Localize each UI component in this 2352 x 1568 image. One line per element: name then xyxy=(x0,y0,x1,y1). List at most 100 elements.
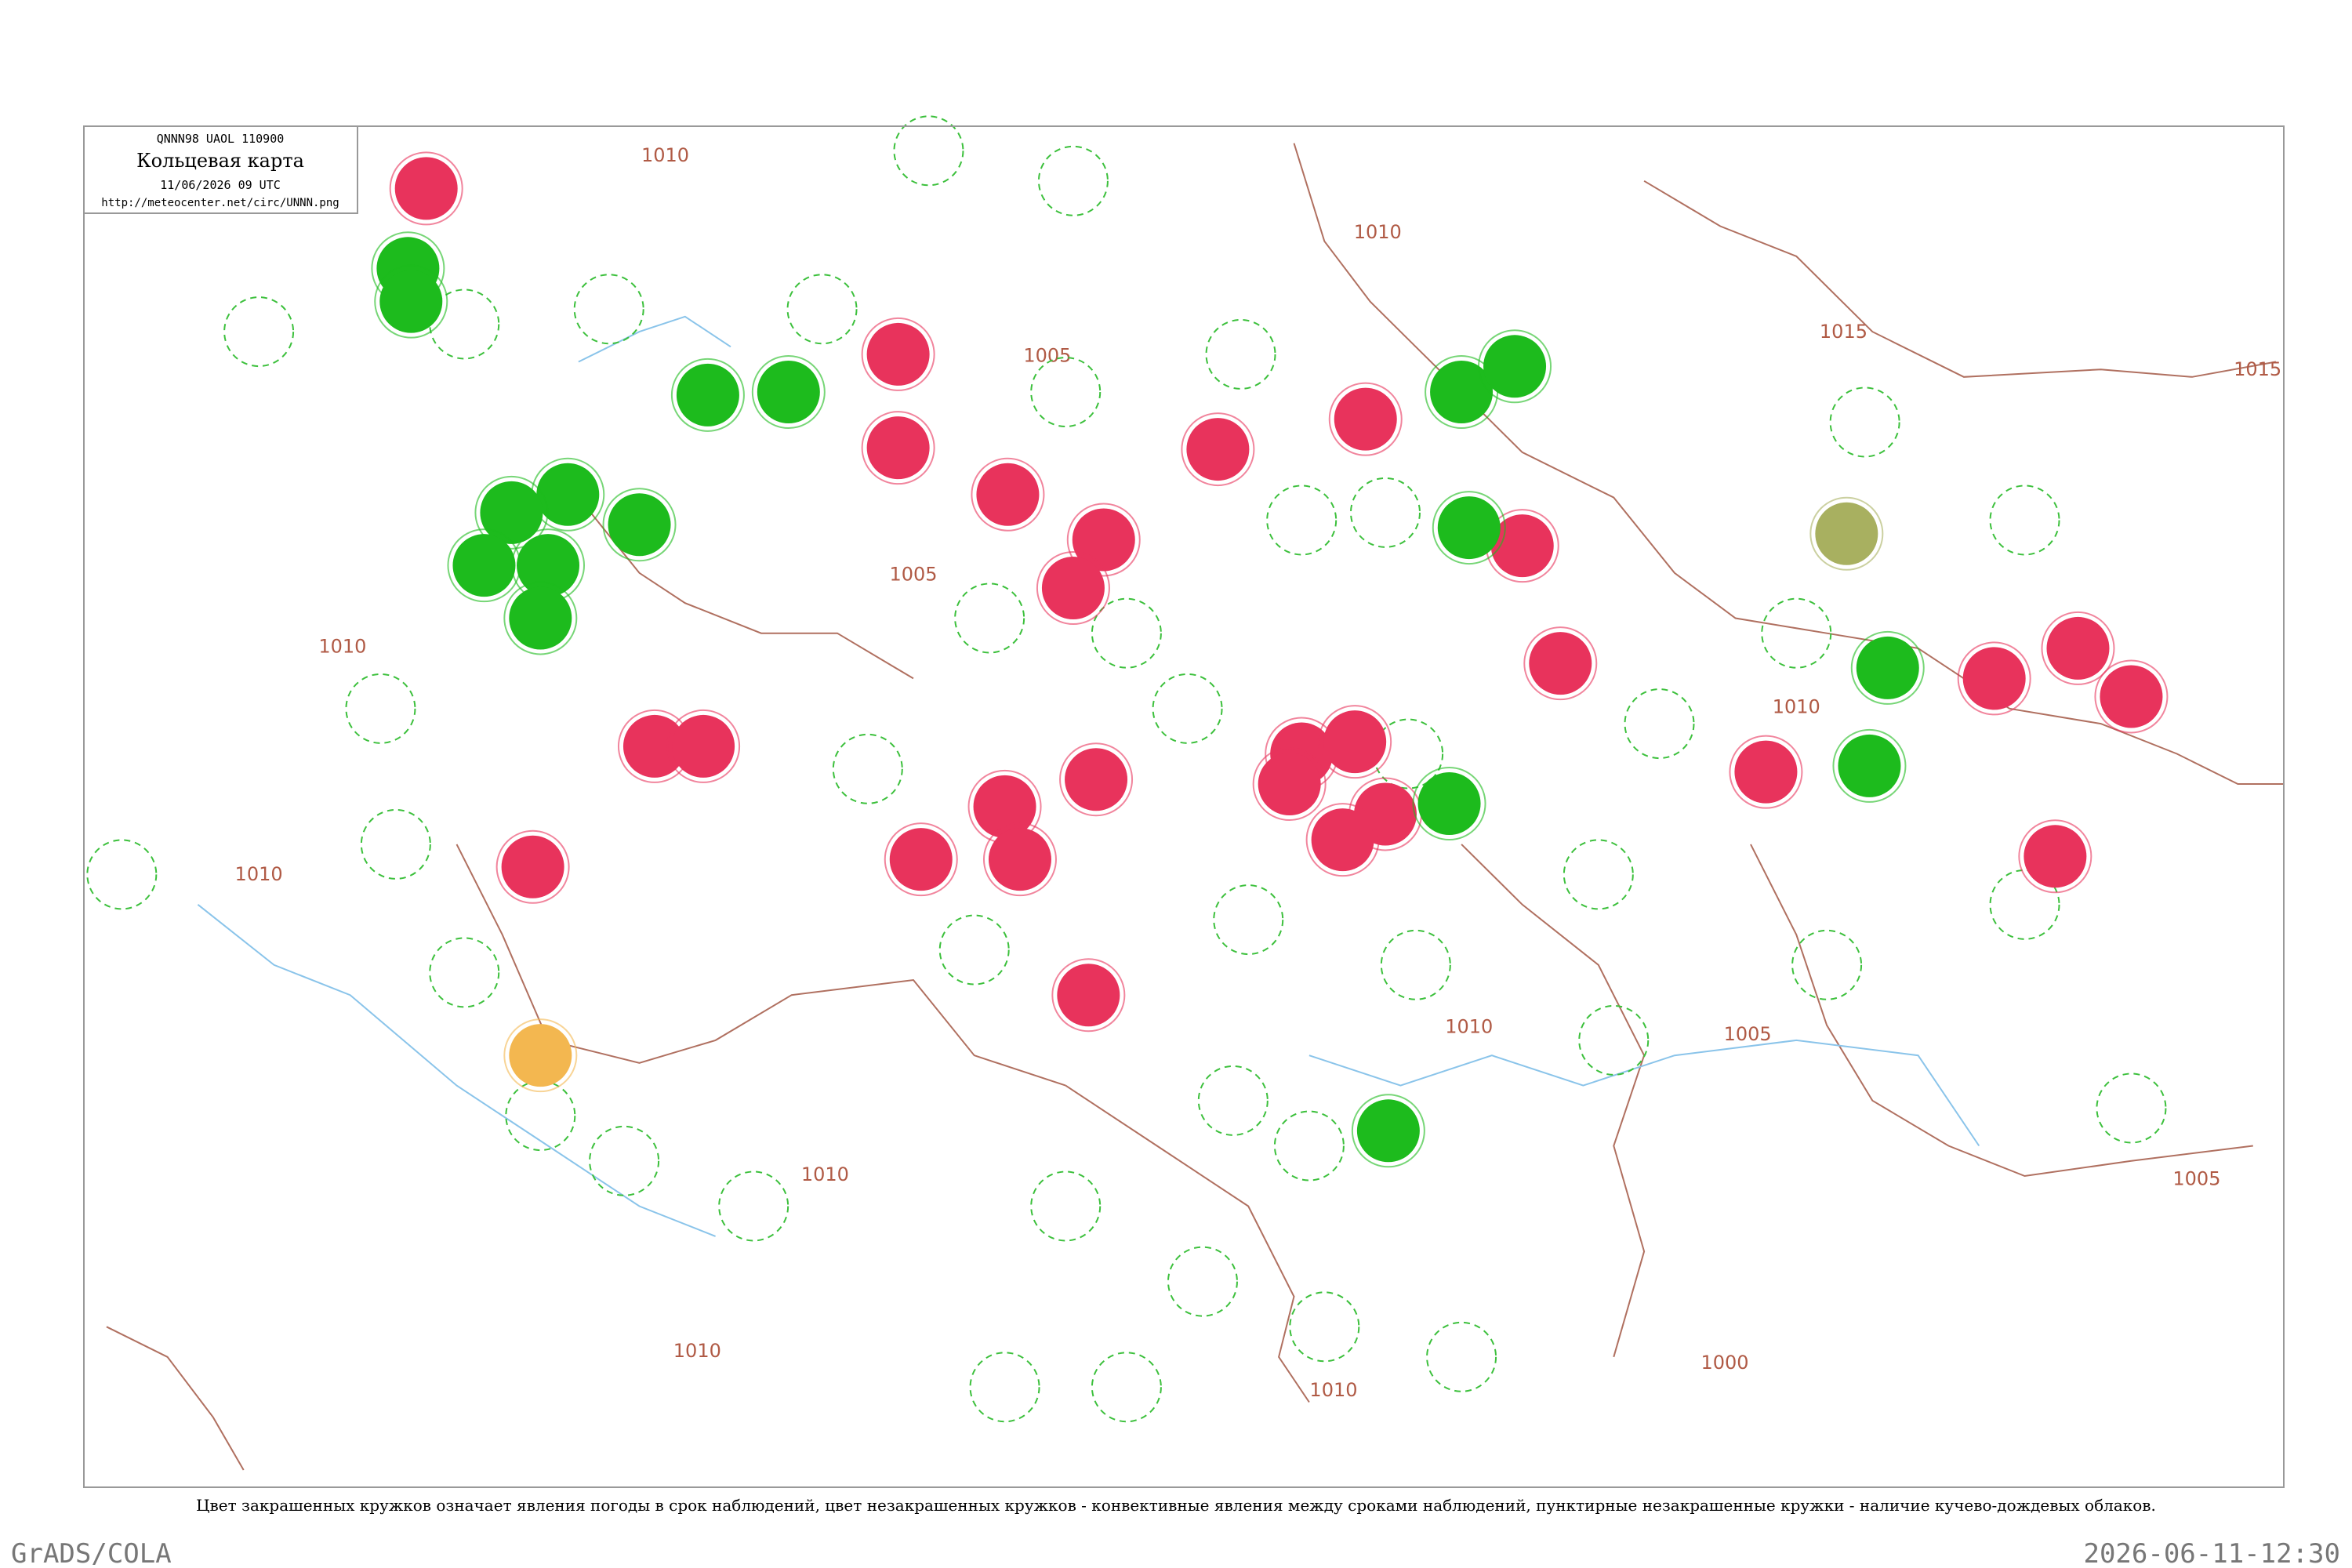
rain-circle xyxy=(866,416,930,480)
caption: Цвет закрашенных кружков означает явлени… xyxy=(196,1496,2156,1515)
cb-ring xyxy=(718,1171,789,1242)
rain-circle xyxy=(1258,753,1321,815)
mist-circle-halo xyxy=(1809,496,1884,571)
header-box xyxy=(83,125,358,214)
rain-circle-halo xyxy=(2094,659,2169,734)
border-line xyxy=(1643,180,2277,378)
cb-ring xyxy=(1563,839,1634,910)
cb-ring xyxy=(1989,485,2060,556)
cb-ring xyxy=(1213,884,1284,956)
shower-circle xyxy=(1838,734,1901,797)
shower-circle-halo xyxy=(670,358,745,432)
cb-ring xyxy=(1030,357,1102,427)
isobar-label: 1000 xyxy=(1700,1352,1748,1374)
rain-circle-halo xyxy=(1729,735,1803,809)
rain-circle xyxy=(1962,647,2026,710)
shower-circle xyxy=(379,270,443,333)
rain-circle-halo xyxy=(2018,819,2092,894)
cb-ring xyxy=(1152,673,1223,744)
header-url: http://meteocenter.net/circ/UNNN.png xyxy=(101,197,339,209)
header-datetime: 11/06/2026 09 UTC xyxy=(160,178,281,192)
rain-circle xyxy=(672,714,735,778)
cb-ring xyxy=(1205,318,1276,390)
cb-ring xyxy=(954,583,1025,654)
river xyxy=(578,315,731,363)
border-line xyxy=(106,1326,245,1471)
rain-circle xyxy=(394,157,458,220)
cb-ring xyxy=(969,1352,1040,1423)
cb-ring xyxy=(1030,1171,1102,1242)
shower-circle xyxy=(1417,772,1481,835)
shower-circle-halo xyxy=(1850,630,1925,705)
rain-circle xyxy=(501,835,564,898)
shower-circle-halo xyxy=(503,581,578,655)
rain-circle-halo xyxy=(861,317,935,391)
map-frame xyxy=(83,125,2285,1488)
shower-circle xyxy=(517,534,580,597)
rain-circle-halo xyxy=(1066,503,1141,577)
cb-ring xyxy=(345,673,416,744)
cb-ring xyxy=(786,274,858,345)
isobar-label: 1010 xyxy=(801,1163,849,1185)
isobar-label: 1005 xyxy=(1724,1023,1772,1045)
rain-circle-halo xyxy=(1328,382,1403,456)
rain-circle xyxy=(1734,740,1798,804)
isobar-label: 1005 xyxy=(890,563,938,585)
rain-circle-halo xyxy=(971,457,1045,532)
cb-ring xyxy=(1037,145,1109,216)
isobar-label: 1010 xyxy=(1309,1379,1357,1401)
rain-circle xyxy=(1311,808,1374,872)
rain-circle xyxy=(1334,387,1397,451)
cb-ring xyxy=(1273,1110,1345,1181)
shower-circle-halo xyxy=(751,355,826,429)
cb-ring xyxy=(2096,1073,2167,1144)
shower-circle xyxy=(452,534,516,597)
shower-circle xyxy=(536,463,600,526)
rain-circle xyxy=(1041,557,1105,619)
header-title: Кольцевая карта xyxy=(136,150,304,172)
shower-circle xyxy=(676,363,739,426)
shower-circle-halo xyxy=(1832,728,1907,803)
mist-circle xyxy=(1815,502,1878,565)
rain-circle xyxy=(988,828,1051,891)
rain-circle-halo xyxy=(1305,803,1380,877)
cb-ring xyxy=(1829,387,1900,458)
rain-circle-halo xyxy=(1318,705,1392,779)
cb-ring xyxy=(1791,929,1863,1000)
isobar-label: 1005 xyxy=(2172,1168,2220,1190)
station-rings xyxy=(86,115,2169,1423)
isobars: 1010 1010 1005 1005 1015 1015 1010 1010 1010 1010… xyxy=(235,144,2282,1401)
cb-ring xyxy=(1578,1004,1650,1076)
shower-circle xyxy=(1856,636,1919,699)
rain-circle-halo xyxy=(1036,551,1110,625)
rain-circle-halo xyxy=(861,411,935,485)
rain-circle xyxy=(1490,514,1554,578)
rain-circle-halo xyxy=(495,829,570,904)
cb-ring xyxy=(1373,718,1444,789)
shower-circle-halo xyxy=(602,488,677,562)
haze-circle-halo xyxy=(503,1018,578,1093)
cb-ring xyxy=(1624,688,1695,760)
rain-circle xyxy=(2046,616,2110,680)
rain-circle-halo xyxy=(982,822,1057,897)
isobar-label: 1010 xyxy=(1445,1015,1493,1037)
isobar-label: 1010 xyxy=(1773,696,1820,718)
isobar-label: 1010 xyxy=(235,863,283,885)
cb-ring xyxy=(1426,1321,1497,1392)
rain-circle-halo xyxy=(1957,641,2031,716)
rain-circle xyxy=(866,322,930,386)
cb-ring xyxy=(1167,1246,1238,1317)
cb-ring xyxy=(86,839,158,910)
rain-circle-halo xyxy=(1181,412,1255,487)
isobar-label: 1010 xyxy=(673,1340,721,1362)
haze-circle xyxy=(509,1024,572,1087)
rain-circle xyxy=(1057,964,1120,1027)
shower-circle-halo xyxy=(1351,1094,1425,1168)
header-code: QNNN98 UAOL 110900 xyxy=(157,132,285,146)
footer-left: GrADS/COLA xyxy=(11,1538,172,1568)
isobar-label: 1010 xyxy=(318,636,366,658)
cb-ring xyxy=(223,296,295,368)
shower-circle xyxy=(608,493,671,557)
shower-circle xyxy=(509,586,572,650)
